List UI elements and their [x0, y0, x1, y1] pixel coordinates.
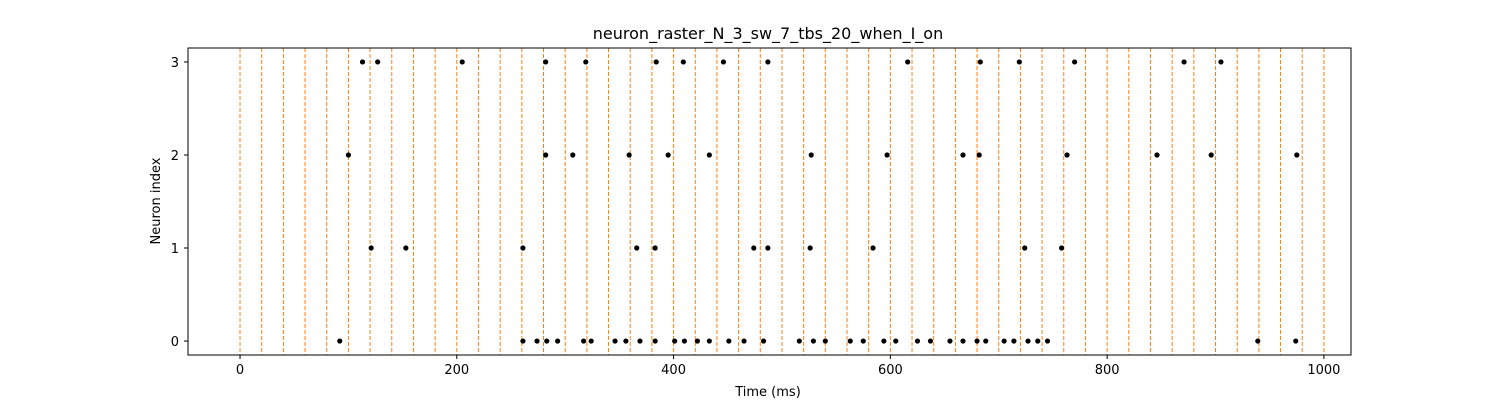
plot-frame: [187, 47, 1352, 356]
y-tick-label: 0: [171, 335, 179, 350]
spike-point: [665, 152, 671, 158]
y-tick-label: 3: [171, 56, 179, 71]
spike-point: [884, 152, 890, 158]
spike-points: [337, 59, 1300, 344]
spike-point: [520, 338, 526, 344]
spike-point: [706, 338, 712, 344]
spike-point: [741, 338, 747, 344]
spike-point: [520, 245, 526, 251]
spike-point: [1255, 338, 1261, 344]
spike-point: [1072, 59, 1078, 65]
y-tick-label: 1: [171, 242, 179, 257]
y-axis-label: Neuron index: [149, 157, 164, 244]
spike-point: [570, 152, 576, 158]
spike-point: [974, 338, 980, 344]
spike-point: [960, 152, 966, 158]
spike-point: [947, 338, 953, 344]
spike-point: [672, 338, 678, 344]
spike-point: [403, 245, 409, 251]
spike-point: [1208, 152, 1214, 158]
x-axis: 0 200 400 600 800 1000: [236, 355, 1340, 378]
spike-point: [860, 338, 866, 344]
y-axis: 0 1 2 3: [171, 56, 188, 350]
x-tick-label: 1000: [1307, 363, 1340, 378]
spike-point: [983, 338, 989, 344]
spike-point: [1154, 152, 1160, 158]
spike-point: [623, 338, 629, 344]
spike-point: [807, 245, 813, 251]
spike-point: [1011, 338, 1017, 344]
spike-point: [905, 59, 911, 65]
spike-point: [796, 338, 802, 344]
spike-point: [652, 245, 658, 251]
spike-point: [375, 59, 381, 65]
spike-point: [634, 245, 640, 251]
spike-point: [726, 338, 732, 344]
spike-point: [368, 245, 374, 251]
x-tick-label: 400: [661, 363, 686, 378]
spike-point: [637, 338, 643, 344]
spike-point: [706, 152, 712, 158]
chart-title: neuron_raster_N_3_sw_7_tbs_20_when_I_on: [593, 24, 943, 44]
spike-point: [765, 245, 771, 251]
x-tick-label: 200: [444, 363, 469, 378]
spike-point: [1293, 338, 1299, 344]
x-axis-label: Time (ms): [734, 385, 801, 400]
spike-point: [893, 338, 899, 344]
x-tick-label: 800: [1095, 363, 1120, 378]
spike-point: [1044, 338, 1051, 344]
spike-point: [581, 338, 587, 344]
spike-point: [847, 338, 853, 344]
spike-point: [977, 59, 983, 65]
spike-point: [1025, 338, 1031, 344]
spike-point: [760, 338, 767, 344]
spike-point: [960, 338, 966, 344]
spike-point: [870, 245, 876, 251]
spike-point: [1059, 245, 1065, 251]
spike-point: [653, 59, 659, 65]
spike-point: [359, 59, 366, 65]
spike-point: [1218, 59, 1224, 65]
spike-point: [765, 59, 771, 65]
spike-point: [1064, 152, 1070, 158]
spike-point: [583, 59, 589, 65]
spike-point: [612, 338, 618, 344]
spike-point: [543, 152, 549, 158]
spike-point: [927, 338, 934, 344]
spike-point: [588, 338, 594, 344]
spike-point: [652, 338, 658, 344]
spike-point: [1001, 338, 1007, 344]
spike-point: [808, 152, 814, 158]
spike-point: [720, 59, 727, 65]
spike-point: [751, 245, 757, 251]
spike-point: [914, 338, 921, 344]
spike-point: [337, 338, 343, 344]
spike-point: [555, 338, 561, 344]
spike-point: [1022, 245, 1028, 251]
spike-point: [694, 338, 701, 344]
spike-point: [534, 338, 540, 344]
spike-point: [1181, 59, 1187, 65]
spike-point: [680, 59, 686, 65]
spike-point: [1016, 59, 1022, 65]
spike-point: [822, 338, 828, 344]
spike-point: [810, 338, 816, 344]
x-tick-label: 600: [878, 363, 903, 378]
spike-point: [543, 59, 549, 65]
spike-point: [544, 338, 550, 344]
time-bin-markers: [239, 48, 1325, 355]
spike-point: [345, 152, 352, 158]
x-tick-label: 0: [236, 363, 244, 378]
spike-point: [1035, 338, 1041, 344]
spike-point: [681, 338, 688, 344]
spike-point: [1294, 152, 1300, 158]
spike-point: [881, 338, 887, 344]
spike-point: [626, 152, 632, 158]
spike-point: [459, 59, 465, 65]
y-tick-label: 2: [171, 149, 179, 164]
spike-point: [976, 152, 982, 158]
